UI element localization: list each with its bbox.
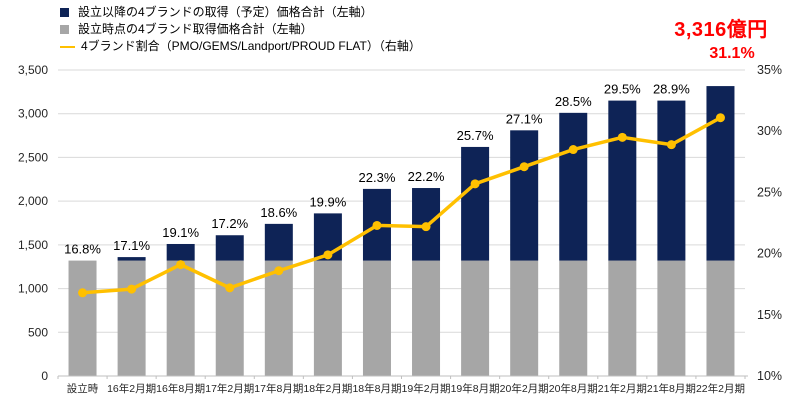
svg-text:22.3%: 22.3%	[359, 170, 396, 185]
svg-text:20%: 20%	[757, 247, 782, 261]
svg-text:28.5%: 28.5%	[555, 94, 592, 109]
legend-item-brand-ratio: 4ブランド割合（PMO/GEMS/Landport/PROUD FLAT）（右軸…	[60, 38, 421, 55]
svg-text:10%: 10%	[757, 369, 782, 383]
svg-text:30%: 30%	[757, 124, 782, 138]
svg-text:22年2月期: 22年2月期	[696, 382, 745, 395]
svg-text:1,500: 1,500	[18, 238, 48, 252]
latest-percent-label: 31.1%	[709, 45, 755, 62]
svg-text:19.1%: 19.1%	[162, 225, 199, 240]
legend-label: 設立以降の4ブランドの取得（予定）価格合計（左軸）	[78, 5, 373, 19]
svg-text:1,000: 1,000	[18, 282, 48, 296]
svg-text:0: 0	[41, 369, 48, 383]
latest-value-annotation: 3,316億円 31.1%	[636, 18, 803, 63]
svg-text:28.9%: 28.9%	[653, 82, 690, 97]
svg-text:500: 500	[28, 325, 48, 339]
latest-amount-label: 3,316億円	[674, 19, 768, 41]
svg-text:設立時: 設立時	[67, 382, 99, 395]
svg-text:18年8月期: 18年8月期	[352, 382, 401, 395]
svg-text:19年2月期: 19年2月期	[402, 382, 451, 395]
svg-text:29.5%: 29.5%	[604, 82, 641, 97]
svg-text:16年2月期: 16年2月期	[107, 382, 156, 395]
legend-marker-gold-line-icon	[60, 45, 75, 48]
svg-text:25.7%: 25.7%	[457, 128, 494, 143]
svg-text:16年8月期: 16年8月期	[156, 382, 205, 395]
svg-text:27.1%: 27.1%	[506, 111, 543, 126]
svg-text:3,000: 3,000	[18, 107, 48, 121]
svg-text:25%: 25%	[757, 185, 782, 199]
legend-marker-navy-square-icon	[60, 8, 69, 17]
svg-text:17.2%: 17.2%	[211, 216, 248, 231]
svg-text:19.9%: 19.9%	[309, 194, 346, 209]
svg-text:20年8月期: 20年8月期	[549, 382, 598, 395]
legend-label: 設立時点の4ブランド取得価格合計（左軸）	[78, 22, 313, 36]
svg-text:20年2月期: 20年2月期	[500, 382, 549, 395]
legend-item-acquired-since-founding: 設立以降の4ブランドの取得（予定）価格合計（左軸）	[60, 4, 421, 21]
svg-text:2,000: 2,000	[18, 194, 48, 208]
svg-text:18年2月期: 18年2月期	[303, 382, 352, 395]
svg-text:18.6%: 18.6%	[260, 205, 297, 220]
svg-text:16.8%: 16.8%	[64, 242, 101, 257]
svg-text:17年8月期: 17年8月期	[254, 382, 303, 395]
legend-label: 4ブランド割合（PMO/GEMS/Landport/PROUD FLAT）（右軸…	[81, 39, 421, 53]
svg-text:35%: 35%	[757, 63, 782, 77]
chart-legend: 設立以降の4ブランドの取得（予定）価格合計（左軸） 設立時点の4ブランド取得価格…	[60, 4, 421, 55]
svg-text:17.1%: 17.1%	[113, 238, 150, 253]
svg-text:17年2月期: 17年2月期	[205, 382, 254, 395]
svg-text:21年2月期: 21年2月期	[598, 382, 647, 395]
svg-text:22.2%: 22.2%	[408, 169, 445, 184]
legend-marker-gray-square-icon	[60, 25, 69, 34]
svg-text:2,500: 2,500	[18, 150, 48, 164]
svg-text:21年8月期: 21年8月期	[647, 382, 696, 395]
svg-text:3,500: 3,500	[18, 63, 48, 77]
svg-text:15%: 15%	[757, 308, 782, 322]
svg-text:19年8月期: 19年8月期	[451, 382, 500, 395]
legend-item-at-founding: 設立時点の4ブランド取得価格合計（左軸）	[60, 21, 421, 38]
